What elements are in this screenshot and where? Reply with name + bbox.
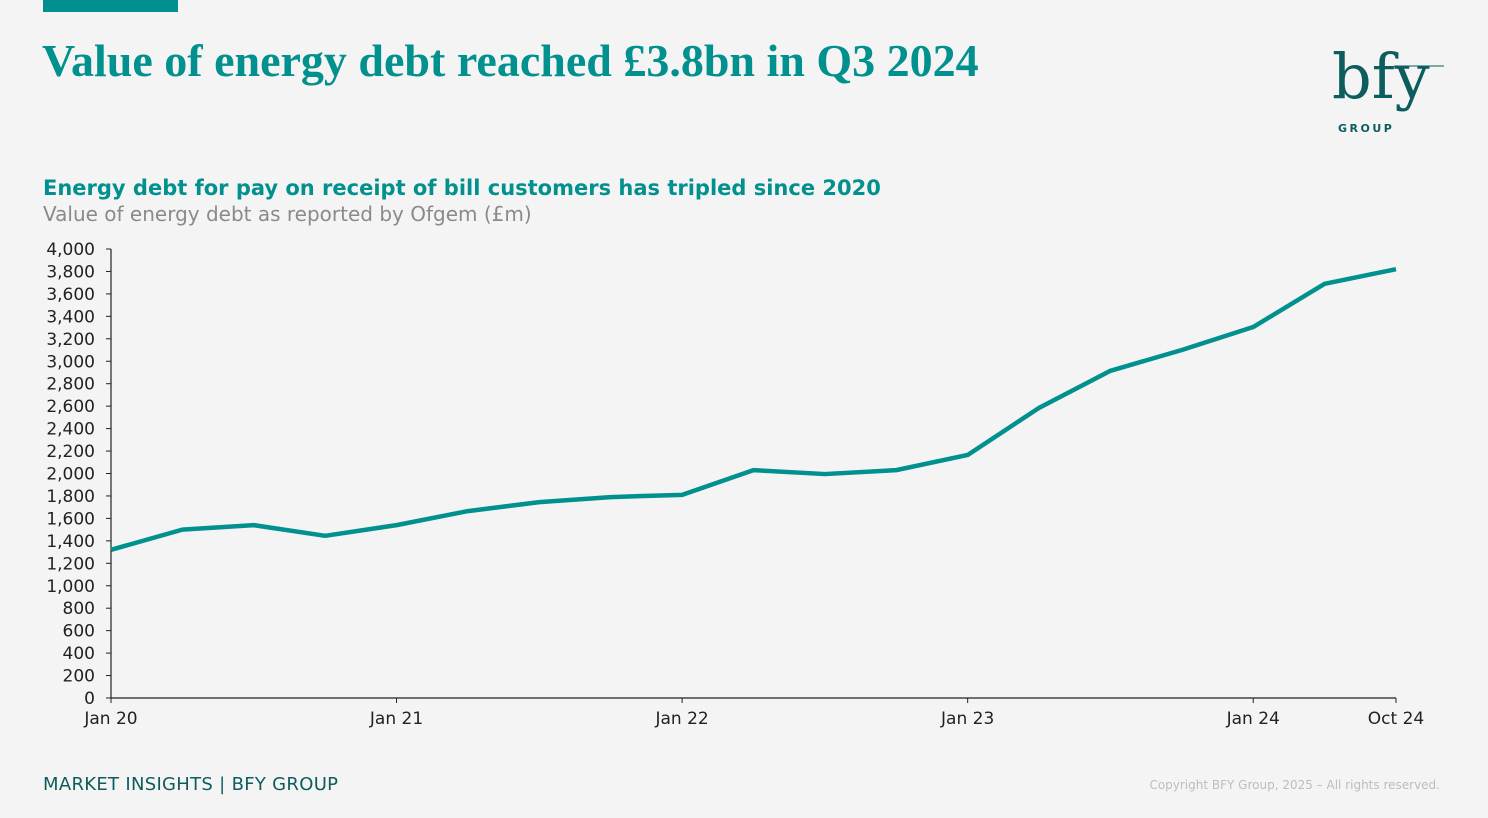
y-tick-label: 1,000 <box>46 577 95 597</box>
y-tick-label: 1,200 <box>46 554 95 574</box>
y-tick-label: 1,600 <box>46 509 95 529</box>
svg-text:bfy: bfy <box>1332 40 1430 113</box>
page-title: Value of energy debt reached £3.8bn in Q… <box>42 35 979 86</box>
footer-brand: MARKET INSIGHTS | BFY GROUP <box>43 774 339 795</box>
y-tick-label: 200 <box>63 667 95 687</box>
y-tick-label: 800 <box>63 599 95 619</box>
y-tick-label: 3,600 <box>46 285 95 305</box>
y-tick-label: 0 <box>84 689 95 709</box>
chart-subtitle: Value of energy debt as reported by Ofge… <box>43 202 532 226</box>
y-tick-label: 3,400 <box>46 307 95 327</box>
bfy-group-logo: bfy GROUP <box>1332 40 1444 135</box>
y-tick-label: 1,800 <box>46 487 95 507</box>
y-tick-label: 3,800 <box>46 262 95 282</box>
x-tick-label: Jan 21 <box>369 709 423 729</box>
x-tick-label: Jan 20 <box>83 709 137 729</box>
debt-series-line <box>110 267 1397 552</box>
y-tick-label: 600 <box>63 622 95 642</box>
y-tick-label: 2,800 <box>46 375 95 395</box>
y-tick-label: 400 <box>63 644 95 664</box>
x-tick-label: Jan 23 <box>940 709 994 729</box>
y-tick-label: 4,000 <box>46 240 95 260</box>
x-tick-label: Oct 24 <box>1368 709 1424 729</box>
y-tick-label: 1,400 <box>46 532 95 552</box>
y-tick-label: 2,000 <box>46 465 95 485</box>
accent-bar <box>43 0 178 12</box>
x-tick-label: Jan 22 <box>654 709 708 729</box>
chart-title: Energy debt for pay on receipt of bill c… <box>43 176 881 200</box>
y-tick-label: 2,400 <box>46 420 95 440</box>
y-tick-label: 3,000 <box>46 352 95 372</box>
y-tick-label: 3,200 <box>46 330 95 350</box>
y-tick-label: 2,200 <box>46 442 95 462</box>
x-tick-label: Jan 24 <box>1226 709 1280 729</box>
copyright: Copyright BFY Group, 2025 – All rights r… <box>1149 778 1440 792</box>
svg-text:GROUP: GROUP <box>1338 122 1394 135</box>
y-tick-label: 2,600 <box>46 397 95 417</box>
